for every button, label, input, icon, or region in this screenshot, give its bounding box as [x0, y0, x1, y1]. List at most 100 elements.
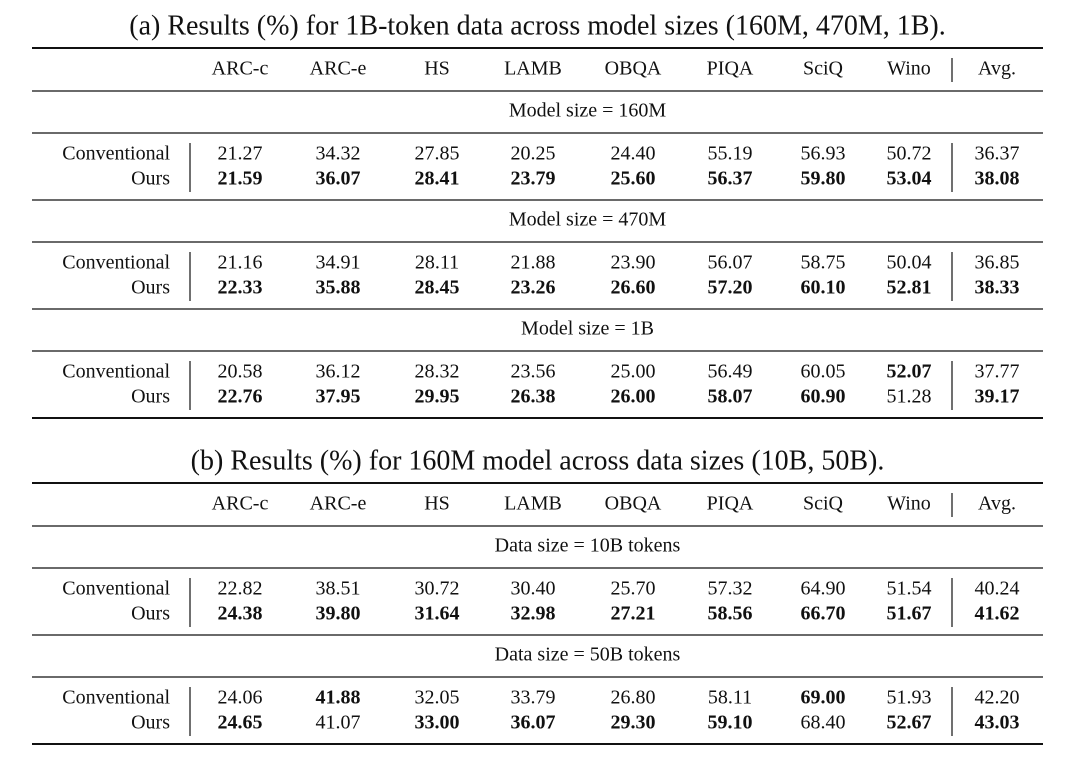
cell: 25.60 [611, 168, 656, 190]
cell: 38.08 [975, 168, 1020, 190]
cell: 38.33 [975, 277, 1020, 299]
cell: 24.40 [611, 143, 656, 165]
cell: 24.38 [218, 603, 263, 625]
cell: 66.70 [801, 603, 846, 625]
cell: 23.56 [511, 361, 556, 383]
cell: 41.88 [316, 687, 361, 709]
cell: 37.77 [975, 361, 1020, 383]
column-header: ARC-c [212, 58, 269, 80]
row-label: Conventional [62, 252, 170, 274]
cell: 51.28 [887, 386, 932, 408]
cell: 25.00 [611, 361, 656, 383]
row-label: Conventional [62, 687, 170, 709]
caption: (a) Results (%) for 1B-token data across… [129, 10, 946, 41]
cell: 51.54 [887, 578, 932, 600]
cell: 28.32 [415, 361, 460, 383]
section-label: Model size = 1B [521, 318, 654, 340]
cell: 53.04 [887, 168, 932, 190]
cell: 26.38 [511, 386, 556, 408]
cell: 21.88 [511, 252, 556, 274]
cell: 56.37 [708, 168, 753, 190]
row-label: Ours [131, 712, 170, 734]
column-header: Avg. [978, 58, 1016, 80]
cell: 64.90 [801, 578, 846, 600]
cell: 56.93 [801, 143, 846, 165]
row-label: Conventional [62, 361, 170, 383]
row-label: Conventional [62, 143, 170, 165]
cell: 34.32 [316, 143, 361, 165]
cell: 27.85 [415, 143, 460, 165]
cell: 59.80 [801, 168, 846, 190]
cell: 21.16 [218, 252, 263, 274]
cell: 43.03 [975, 712, 1020, 734]
column-header: ARC-c [212, 493, 269, 515]
column-header: HS [424, 58, 450, 80]
cell: 26.80 [611, 687, 656, 709]
cell: 23.79 [511, 168, 556, 190]
column-header: SciQ [803, 493, 844, 515]
column-header: Wino [887, 493, 931, 515]
row-label: Ours [131, 386, 170, 408]
section-label: Model size = 470M [509, 209, 667, 231]
cell: 52.67 [887, 712, 932, 734]
cell: 52.07 [887, 361, 932, 383]
cell: 59.10 [708, 712, 753, 734]
column-header: ARC-e [310, 58, 367, 80]
cell: 50.04 [887, 252, 932, 274]
cell: 26.60 [611, 277, 656, 299]
cell: 36.07 [511, 712, 556, 734]
cell: 58.07 [708, 386, 753, 408]
cell: 60.10 [801, 277, 846, 299]
column-header: LAMB [504, 493, 562, 515]
cell: 22.82 [218, 578, 263, 600]
cell: 69.00 [801, 687, 846, 709]
cell: 22.76 [218, 386, 263, 408]
column-header: OBQA [605, 493, 662, 515]
cell: 58.75 [801, 252, 846, 274]
cell: 58.56 [708, 603, 753, 625]
cell: 34.91 [316, 252, 361, 274]
cell: 29.30 [611, 712, 656, 734]
section-label: Data size = 10B tokens [495, 535, 681, 557]
column-header: OBQA [605, 58, 662, 80]
cell: 68.40 [801, 712, 846, 734]
row-label: Conventional [62, 578, 170, 600]
cell: 28.41 [415, 168, 460, 190]
section-label: Model size = 160M [509, 100, 667, 122]
cell: 20.58 [218, 361, 263, 383]
section-label: Data size = 50B tokens [495, 644, 681, 666]
column-header: ARC-e [310, 493, 367, 515]
cell: 60.90 [801, 386, 846, 408]
column-header: SciQ [803, 58, 844, 80]
cell: 35.88 [316, 277, 361, 299]
cell: 25.70 [611, 578, 656, 600]
cell: 32.98 [511, 603, 556, 625]
cell: 26.00 [611, 386, 656, 408]
cell: 39.17 [975, 386, 1020, 408]
cell: 51.67 [887, 603, 932, 625]
caption: (b) Results (%) for 160M model across da… [191, 445, 885, 476]
cell: 36.85 [975, 252, 1020, 274]
cell: 28.11 [415, 252, 459, 274]
cell: 50.72 [887, 143, 932, 165]
cell: 24.06 [218, 687, 263, 709]
cell: 38.51 [316, 578, 361, 600]
cell: 23.26 [511, 277, 556, 299]
column-header: LAMB [504, 58, 562, 80]
cell: 24.65 [218, 712, 263, 734]
cell: 56.49 [708, 361, 753, 383]
row-label: Ours [131, 168, 170, 190]
cell: 41.62 [975, 603, 1020, 625]
cell: 37.95 [316, 386, 361, 408]
cell: 32.05 [415, 687, 460, 709]
cell: 33.00 [415, 712, 460, 734]
cell: 55.19 [708, 143, 753, 165]
column-header: HS [424, 493, 450, 515]
cell: 58.11 [708, 687, 752, 709]
cell: 33.79 [511, 687, 556, 709]
cell: 52.81 [887, 277, 932, 299]
column-header: PIQA [707, 58, 754, 80]
cell: 22.33 [218, 277, 263, 299]
cell: 41.07 [316, 712, 361, 734]
